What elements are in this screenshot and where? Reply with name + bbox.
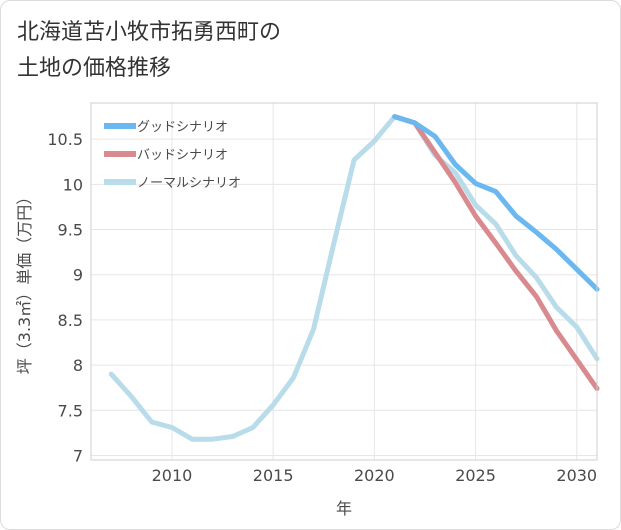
x-tick-label: 2010: [152, 466, 193, 485]
x-tick-label: 2025: [455, 466, 496, 485]
y-tick-label: 8.5: [58, 311, 83, 330]
grid: [91, 103, 597, 460]
x-tick-label: 2015: [253, 466, 294, 485]
x-tick-label: 2020: [354, 466, 395, 485]
x-axis-title: 年: [336, 499, 352, 518]
y-tick-label: 7: [73, 446, 83, 465]
y-tick-label: 7.5: [58, 401, 83, 420]
y-tick-label: 9.5: [58, 221, 83, 240]
y-tick-label: 9: [73, 266, 83, 285]
x-tick-label: 2030: [556, 466, 597, 485]
plot-frame: [90, 102, 598, 461]
y-axis-title: 坪（3.3㎡）単価（万円）: [15, 189, 34, 374]
series-line: [392, 114, 600, 392]
series-line: [392, 114, 600, 292]
legend-label: グッドシナリオ: [137, 120, 228, 135]
axes-layer: 2010 2015 2020 2025 2030 7 7.5 8 8.5 9 9.5 10 10.5 年 坪…: [15, 130, 597, 518]
series-line: [108, 114, 600, 442]
y-tick-label: 8: [73, 356, 83, 375]
legend-label: ノーマルシナリオ: [137, 176, 241, 191]
chart-title: 北海道苫小牧市拓勇西町の 土地の価格推移: [17, 20, 282, 81]
y-tick-label: 10: [63, 175, 83, 194]
legend-label: バッドシナリオ: [137, 148, 228, 163]
series-layer: [108, 114, 600, 442]
y-tick-label: 10.5: [47, 130, 83, 149]
